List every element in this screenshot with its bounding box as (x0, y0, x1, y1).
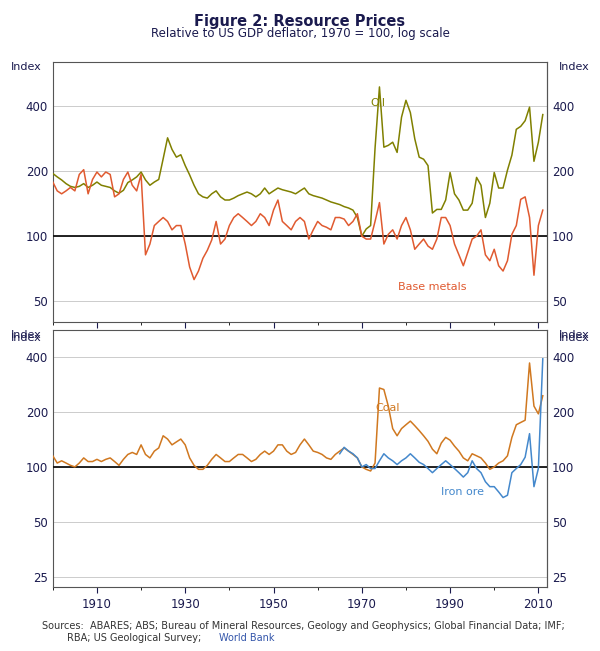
Text: Index: Index (11, 333, 41, 342)
Text: Sources:  ABARES; ABS; Bureau of Mineral Resources, Geology and Geophysics; Glob: Sources: ABARES; ABS; Bureau of Mineral … (42, 621, 565, 643)
Text: Figure 2: Resource Prices: Figure 2: Resource Prices (194, 14, 406, 29)
Text: World Bank: World Bank (219, 633, 275, 643)
Text: Index: Index (559, 330, 589, 340)
Text: Base metals: Base metals (398, 283, 467, 292)
Text: Index: Index (11, 62, 41, 72)
Text: Relative to US GDP deflator, 1970 = 100, log scale: Relative to US GDP deflator, 1970 = 100,… (151, 27, 449, 40)
Text: Coal: Coal (375, 403, 400, 413)
Text: Oil: Oil (371, 98, 386, 107)
Text: Index: Index (11, 330, 41, 340)
Text: Iron ore: Iron ore (441, 487, 484, 497)
Text: Index: Index (559, 62, 589, 72)
Text: Index: Index (559, 333, 589, 342)
